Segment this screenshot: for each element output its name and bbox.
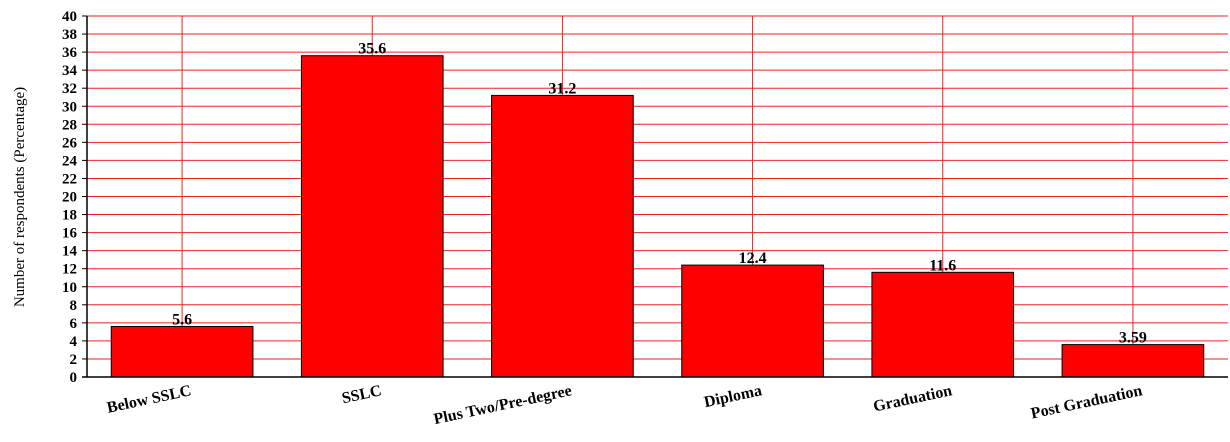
bar	[681, 264, 824, 378]
y-tick-label: 10	[62, 280, 77, 296]
y-tick-label: 18	[62, 208, 77, 224]
x-category-label: SSLC	[340, 382, 383, 407]
x-category-label: Below SSLC	[105, 382, 192, 416]
x-category-label: Plus Two/Pre-degree	[432, 382, 573, 428]
bar	[871, 271, 1015, 378]
y-tick-label: 24	[62, 153, 78, 169]
y-tick-label: 26	[62, 135, 78, 151]
data-label: 3.59	[1119, 330, 1147, 347]
y-tick-label: 38	[62, 27, 77, 43]
y-tick-label: 0	[70, 370, 78, 386]
grid-layer	[87, 15, 1228, 377]
data-label: 31.2	[548, 80, 576, 97]
y-tick-label: 8	[70, 298, 78, 314]
data-label: 35.6	[358, 41, 386, 58]
bar	[1061, 344, 1205, 378]
y-tick-label: 30	[62, 99, 77, 115]
y-tick-label: 12	[62, 262, 77, 278]
y-tick-label: 32	[62, 81, 77, 97]
y-tick-label: 4	[70, 334, 78, 350]
bar	[491, 94, 634, 378]
data-label: 5.6	[172, 311, 192, 328]
y-tick-label: 14	[62, 244, 78, 260]
bar	[110, 325, 254, 378]
x-category-label: Post Graduation	[1029, 382, 1144, 422]
bar	[300, 55, 444, 378]
y-axis-title: Number of respondents (Percentage)	[12, 87, 28, 307]
y-tick-label: 22	[62, 171, 77, 187]
y-tick-label: 2	[70, 352, 78, 368]
data-label: 12.4	[739, 250, 767, 267]
y-tick-label: 36	[62, 45, 78, 61]
x-category-label: Diploma	[702, 382, 763, 411]
y-tick-label: 28	[62, 117, 77, 133]
y-tick-label: 6	[70, 316, 78, 332]
data-label: 11.6	[929, 257, 956, 274]
x-category-label: Graduation	[872, 382, 954, 415]
bar-layer	[110, 55, 1205, 378]
axis-layer	[82, 15, 1228, 378]
y-tick-label: 40	[62, 9, 77, 25]
y-tick-label: 20	[62, 190, 77, 206]
y-tick-label: 16	[62, 226, 78, 242]
y-tick-label: 34	[62, 63, 78, 79]
